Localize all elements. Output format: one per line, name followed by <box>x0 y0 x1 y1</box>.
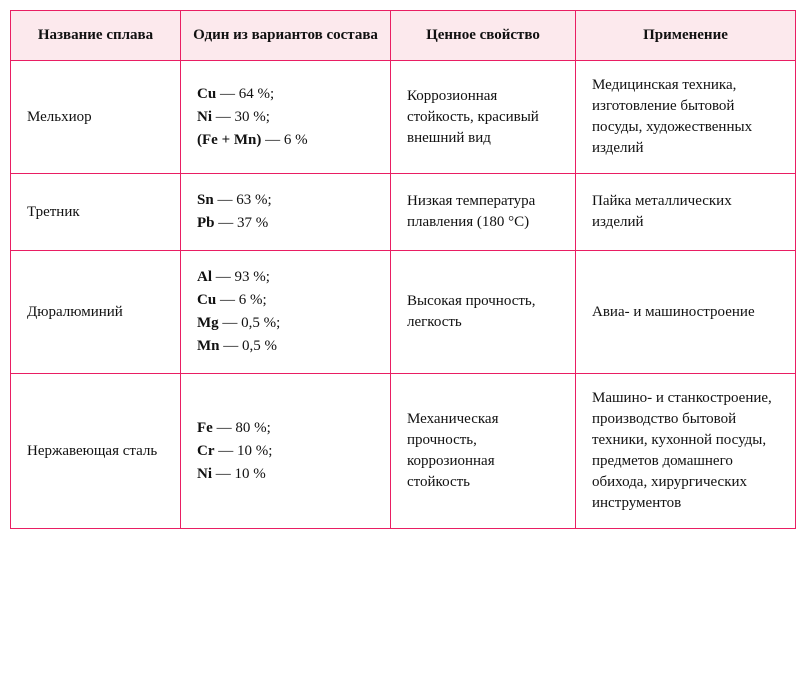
col-header-name: Название сплава <box>11 11 181 61</box>
cell-property: Коррозионная стойкость, красивый внешний… <box>391 61 576 174</box>
composition-percent: 6 % <box>284 132 308 148</box>
table-header-row: Название сплава Один из вариантов состав… <box>11 11 796 61</box>
composition-element: Mn <box>197 338 220 354</box>
composition-line: Fe — 80 %; <box>197 418 374 439</box>
table-body: МельхиорCu — 64 %;Ni — 30 %;(Fe + Mn) — … <box>11 61 796 529</box>
col-header-composition: Один из вариантов состава <box>181 11 391 61</box>
composition-element: Mg <box>197 315 219 331</box>
cell-property: Высокая прочность, легкость <box>391 251 576 374</box>
composition-percent: 80 % <box>235 420 266 436</box>
cell-name: Третник <box>11 174 181 251</box>
composition-element: Sn <box>197 192 214 208</box>
composition-percent: 10 % <box>235 466 266 482</box>
cell-composition: Al — 93 %;Cu — 6 %;Mg — 0,5 %;Mn — 0,5 % <box>181 251 391 374</box>
composition-element: (Fe + Mn) <box>197 132 261 148</box>
col-header-property: Ценное свойство <box>391 11 576 61</box>
composition-element: Pb <box>197 215 215 231</box>
composition-element: Ni <box>197 109 212 125</box>
composition-line: Sn — 63 %; <box>197 190 374 211</box>
table-row: ТретникSn — 63 %;Pb — 37 %Низкая темпера… <box>11 174 796 251</box>
cell-use: Медицинская тех­ника, изготовление бытов… <box>576 61 796 174</box>
cell-composition: Cu — 64 %;Ni — 30 %;(Fe + Mn) — 6 % <box>181 61 391 174</box>
composition-line: Pb — 37 % <box>197 213 374 234</box>
composition-line: Ni — 30 %; <box>197 107 374 128</box>
cell-property: Механическая прочность, коррозионная сто… <box>391 374 576 529</box>
composition-element: Fe <box>197 420 213 436</box>
composition-line: Mn — 0,5 % <box>197 336 374 357</box>
cell-use: Авиа- и машиностроение <box>576 251 796 374</box>
composition-line: (Fe + Mn) — 6 % <box>197 130 374 151</box>
composition-percent: 63 % <box>236 192 267 208</box>
composition-element: Cu <box>197 292 216 308</box>
composition-line: Al — 93 %; <box>197 267 374 288</box>
composition-percent: 0,5 % <box>242 338 277 354</box>
composition-percent: 64 % <box>239 86 270 102</box>
table-row: ДюралюминийAl — 93 %;Cu — 6 %;Mg — 0,5 %… <box>11 251 796 374</box>
composition-element: Al <box>197 269 212 285</box>
composition-element: Cr <box>197 443 215 459</box>
table-row: МельхиорCu — 64 %;Ni — 30 %;(Fe + Mn) — … <box>11 61 796 174</box>
composition-line: Mg — 0,5 %; <box>197 313 374 334</box>
cell-name: Мельхиор <box>11 61 181 174</box>
cell-use: Пайка металлических изделий <box>576 174 796 251</box>
composition-line: Cu — 64 %; <box>197 84 374 105</box>
cell-property: Низкая температура плавления (180 °С) <box>391 174 576 251</box>
composition-element: Ni <box>197 466 212 482</box>
alloys-table: Название сплава Один из вариантов состав… <box>10 10 796 529</box>
cell-composition: Fe — 80 %;Cr — 10 %;Ni — 10 % <box>181 374 391 529</box>
table-row: Нержавеющая стальFe — 80 %;Cr — 10 %;Ni … <box>11 374 796 529</box>
composition-percent: 30 % <box>235 109 266 125</box>
composition-percent: 0,5 % <box>241 315 276 331</box>
cell-use: Машино- и станкостроение, производство б… <box>576 374 796 529</box>
composition-percent: 6 % <box>239 292 263 308</box>
composition-percent: 93 % <box>235 269 266 285</box>
cell-name: Дюралюминий <box>11 251 181 374</box>
composition-line: Cr — 10 %; <box>197 441 374 462</box>
composition-percent: 37 % <box>237 215 268 231</box>
cell-name: Нержавеющая сталь <box>11 374 181 529</box>
cell-composition: Sn — 63 %;Pb — 37 % <box>181 174 391 251</box>
composition-line: Ni — 10 % <box>197 464 374 485</box>
composition-element: Cu <box>197 86 216 102</box>
composition-percent: 10 % <box>237 443 268 459</box>
col-header-use: Применение <box>576 11 796 61</box>
composition-line: Cu — 6 %; <box>197 290 374 311</box>
